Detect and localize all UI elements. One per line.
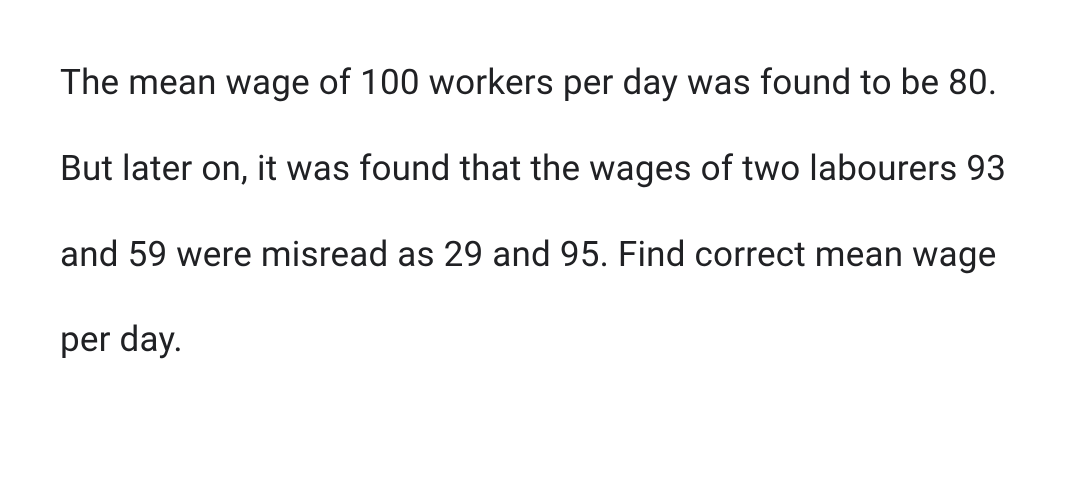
text-container: The mean wage of 100 workers per day was…: [60, 40, 1019, 383]
problem-statement: The mean wage of 100 workers per day was…: [60, 40, 1019, 383]
